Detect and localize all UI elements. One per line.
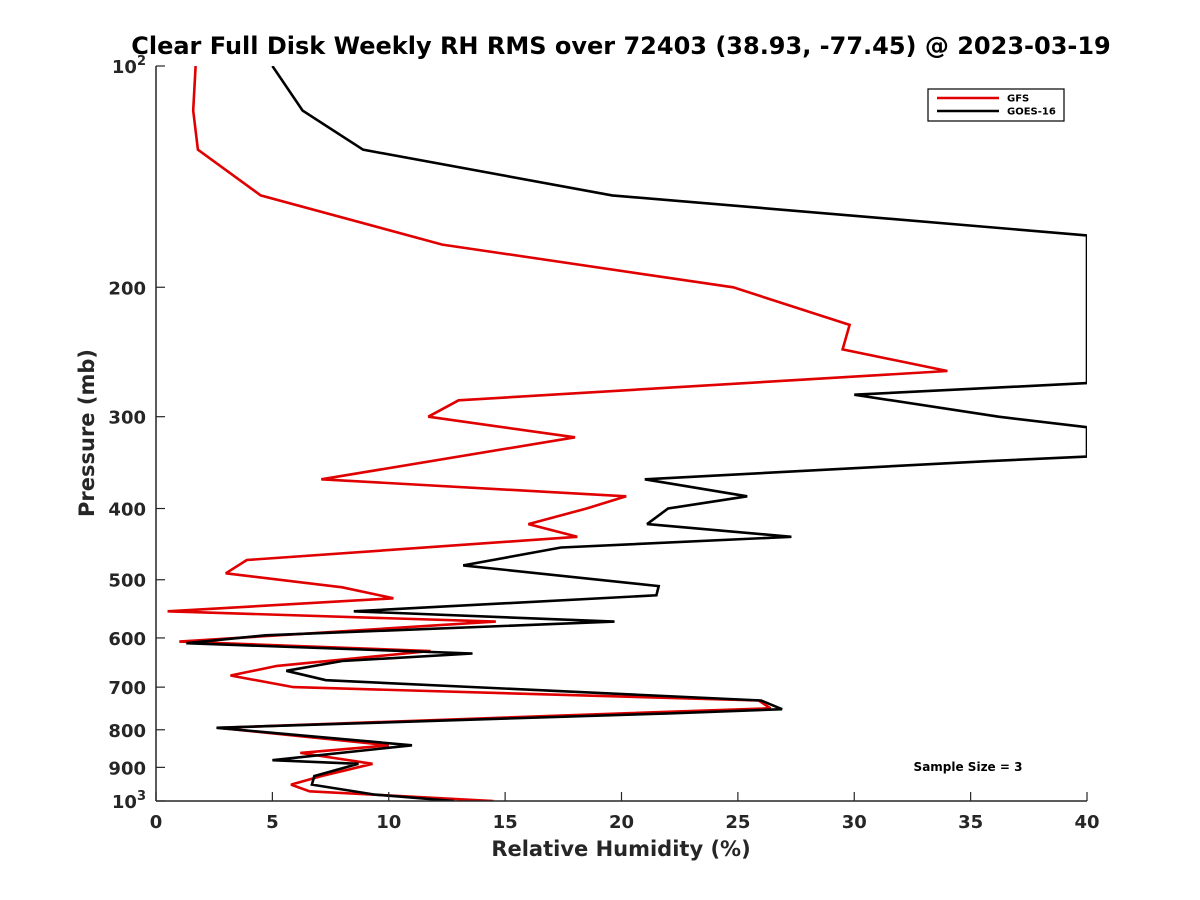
y-tick-label: 400	[108, 500, 146, 521]
x-tick-label: 30	[842, 812, 867, 833]
y-tick-label: 900	[108, 758, 146, 779]
chart-title: Clear Full Disk Weekly RH RMS over 72403…	[131, 32, 1111, 60]
y-tick-label: 500	[108, 571, 146, 592]
plot-area: 0 5 10 15 20 25 30 35 40 102 200 300 400 500 600 700 80…	[108, 54, 1099, 833]
sample-size-annotation: Sample Size = 3	[914, 760, 1023, 774]
x-tick-label: 5	[266, 812, 279, 833]
y-ticks: 102 200 300 400 500 600 700 800 900 103	[108, 54, 165, 813]
x-tick-label: 35	[958, 812, 983, 833]
y-tick-label: 800	[108, 721, 146, 742]
x-tick-label: 10	[376, 812, 401, 833]
series-line-goes16	[186, 66, 1087, 801]
y-axis-label: Pressure (mb)	[75, 349, 99, 517]
series-line-gfs	[167, 66, 948, 801]
x-tick-label: 40	[1074, 812, 1099, 833]
y-tick-label: 700	[108, 678, 146, 699]
y-tick-label: 600	[108, 629, 146, 650]
legend-label-goes16: GOES-16	[1007, 107, 1056, 118]
legend-box	[927, 88, 1065, 122]
legend-label-gfs: GFS	[1007, 94, 1029, 105]
y-tick-label: 300	[108, 408, 146, 429]
x-axis-label: Relative Humidity (%)	[491, 837, 750, 861]
x-tick-label: 15	[493, 812, 518, 833]
x-tick-label: 25	[725, 812, 750, 833]
x-ticks: 0 5 10 15 20 25 30 35 40	[150, 792, 1100, 833]
y-tick-label: 102	[112, 54, 146, 78]
x-tick-label: 20	[609, 812, 634, 833]
y-tick-label: 200	[108, 278, 146, 299]
x-tick-label: 0	[150, 812, 163, 833]
y-tick-label: 103	[112, 789, 146, 813]
legend: GFS GOES-16	[927, 88, 1065, 122]
series-layer	[167, 66, 1087, 801]
